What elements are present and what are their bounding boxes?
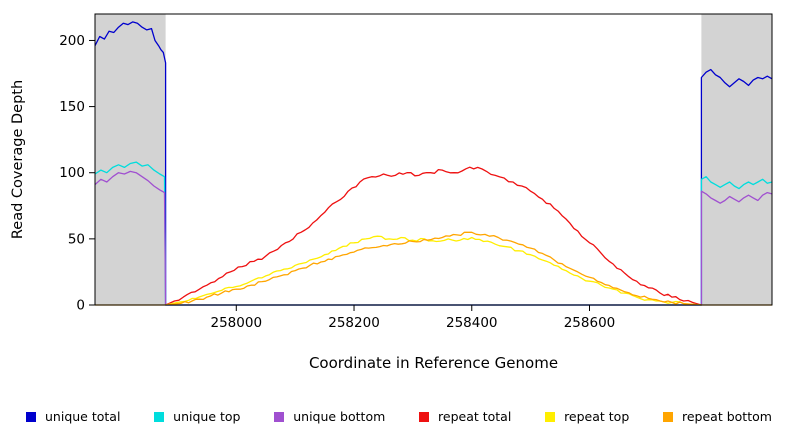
- legend-item-repeat-total: repeat total: [419, 409, 511, 424]
- legend-swatch-unique-bottom: [274, 411, 285, 422]
- y-tick-label: 150: [59, 99, 85, 115]
- legend-label: repeat bottom: [682, 409, 772, 424]
- legend-item-repeat-top: repeat top: [545, 409, 629, 424]
- y-tick-label: 50: [68, 231, 85, 247]
- chart-legend: unique total unique top unique bottom repea…: [0, 409, 792, 424]
- series-line-repeat-total: [165, 166, 702, 306]
- legend-label: repeat total: [438, 409, 512, 424]
- series-line-unique-total: [94, 21, 773, 306]
- legend-label: unique bottom: [293, 409, 386, 424]
- legend-item-repeat-bottom: repeat bottom: [663, 409, 772, 424]
- legend-item-unique-top: unique top: [154, 409, 240, 424]
- legend-swatch-repeat-top: [545, 411, 556, 422]
- x-tick-label: 258600: [564, 315, 616, 331]
- series-line-repeat-bottom: [95, 231, 772, 306]
- x-tick-label: 258200: [328, 315, 380, 331]
- legend-item-unique-bottom: unique bottom: [274, 409, 385, 424]
- shaded-region-left: [95, 14, 166, 305]
- legend-label: unique total: [45, 409, 121, 424]
- x-tick-label: 258000: [211, 315, 263, 331]
- legend-label: unique top: [173, 409, 241, 424]
- y-tick-label: 200: [59, 33, 85, 49]
- legend-swatch-repeat-bottom: [663, 411, 673, 422]
- legend-swatch-repeat-total: [419, 411, 430, 422]
- x-tick-label: 258400: [446, 315, 498, 331]
- x-axis-title: Coordinate in Reference Genome: [309, 354, 558, 372]
- legend-label: repeat top: [564, 409, 630, 424]
- shaded-region-right: [701, 14, 772, 305]
- plot-box: [94, 13, 773, 306]
- series-line-unique-top: [94, 161, 773, 306]
- legend-swatch-unique-top: [154, 411, 165, 422]
- coverage-chart: 258000 258200 258400 258600 0 50 100 150 200 Coor…: [10, 13, 773, 372]
- y-tick-label: 100: [59, 165, 85, 181]
- y-tick-label: 0: [76, 298, 85, 314]
- legend-swatch-unique-total: [26, 411, 36, 422]
- legend-item-unique-total: unique total: [26, 409, 120, 424]
- y-axis-title: Read Coverage Depth: [10, 80, 26, 239]
